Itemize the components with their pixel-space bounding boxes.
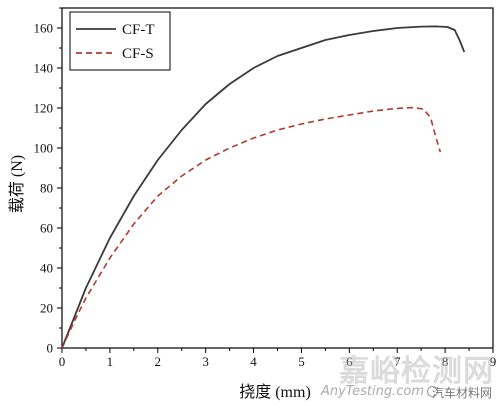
x-tick-label: 1 <box>107 354 114 369</box>
y-tick-label: 80 <box>40 181 53 196</box>
axis-ticks: 0 1 2 3 4 5 6 7 8 9 0 20 40 60 80 100 120 140 160 <box>34 7 497 369</box>
y-tick-label: 120 <box>34 101 54 116</box>
series-lines <box>61 25 466 349</box>
x-tick-label: 5 <box>298 354 305 369</box>
x-axis-label: 挠度 (mm) <box>239 383 311 401</box>
y-tick-label: 160 <box>34 21 54 36</box>
x-tick-label: 6 <box>346 354 353 369</box>
x-tick-label: 7 <box>394 354 401 369</box>
x-tick-label: 0 <box>59 354 66 369</box>
y-tick-label: 0 <box>47 341 54 356</box>
y-tick-label: 40 <box>40 261 53 276</box>
y-tick-label: 60 <box>40 221 53 236</box>
x-tick-label: 8 <box>442 354 449 369</box>
legend-label: CF-S <box>122 46 154 62</box>
legend-label: CF-T <box>122 22 155 38</box>
series-line-cf-t <box>61 25 466 349</box>
x-tick-label: 4 <box>250 354 257 369</box>
series-line-cf-s <box>61 106 442 349</box>
x-tick-label: 2 <box>155 354 162 369</box>
wechat-icon <box>427 386 438 397</box>
legend: CF-T CF-S <box>69 11 171 71</box>
y-tick-label: 20 <box>40 301 53 316</box>
y-tick-label: 100 <box>34 141 54 156</box>
y-axis-label: 载荷 (N) <box>8 155 26 213</box>
watermark-logo-text: 嘉峪检测网 <box>339 354 494 389</box>
watermark-url: AnyTesting.com <box>320 384 424 399</box>
legend-box <box>69 11 171 71</box>
x-tick-label: 3 <box>202 354 209 369</box>
x-tick-label: 9 <box>490 354 497 369</box>
y-tick-label: 140 <box>34 61 54 76</box>
watermark-account: 汽车材料网 <box>431 386 492 400</box>
